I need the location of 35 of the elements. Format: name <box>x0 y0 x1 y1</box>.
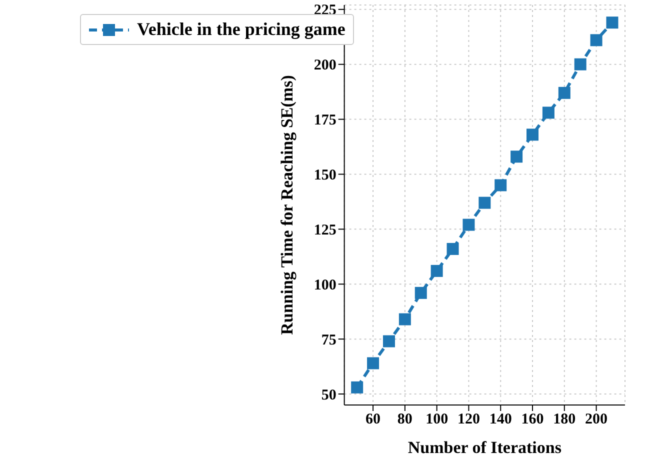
point <box>542 106 554 119</box>
point <box>590 34 602 46</box>
x-axis-title: Number of Iterations <box>408 438 562 455</box>
x-tick-label: 160 <box>521 412 544 428</box>
point <box>446 242 459 255</box>
point <box>398 313 411 326</box>
x-tick-label: 140 <box>489 412 512 428</box>
point <box>430 264 443 277</box>
point <box>494 179 507 192</box>
x-tick-label: 120 <box>457 412 480 428</box>
point <box>558 86 570 99</box>
point <box>606 16 618 29</box>
point <box>510 150 523 163</box>
y-axis-title: Running Time for Reaching SE(ms) <box>277 75 296 335</box>
point <box>382 335 395 348</box>
x-tick-label: 100 <box>426 412 448 428</box>
legend-label: Vehicle in the pricing game <box>137 19 346 40</box>
y-tick-label: 175 <box>314 112 336 129</box>
point <box>526 128 539 141</box>
x-tick-label: 80 <box>397 412 412 428</box>
y-tick-label: 200 <box>314 58 336 74</box>
point <box>574 58 586 70</box>
point <box>414 286 427 299</box>
y-tick-label: 75 <box>321 332 336 348</box>
x-tick-label: 60 <box>366 412 381 428</box>
x-tick-label: 180 <box>553 412 576 428</box>
y-tick-label: 50 <box>321 387 336 404</box>
y-tick-label: 150 <box>314 168 336 184</box>
y-tick-label: 100 <box>314 277 336 294</box>
point <box>462 218 475 231</box>
y-tick-label: 125 <box>314 222 336 238</box>
x-tick-label: 200 <box>585 412 608 428</box>
point <box>351 381 364 394</box>
point <box>478 196 491 209</box>
point <box>367 357 380 370</box>
